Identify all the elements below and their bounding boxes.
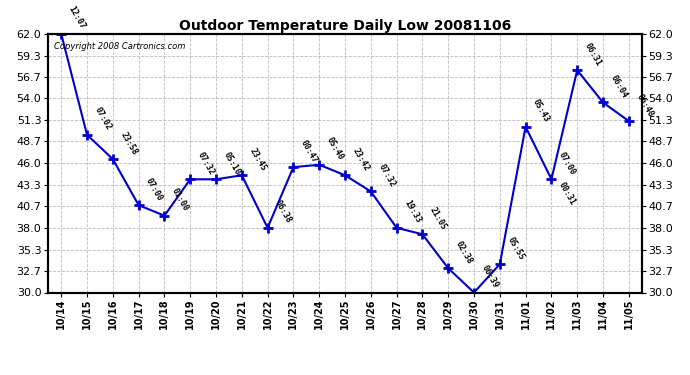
Text: 05:10: 05:10 (221, 150, 242, 177)
Text: 07:32: 07:32 (376, 162, 397, 189)
Title: Outdoor Temperature Daily Low 20081106: Outdoor Temperature Daily Low 20081106 (179, 19, 511, 33)
Text: 07:02: 07:02 (92, 106, 113, 132)
Text: 00:47: 00:47 (299, 138, 319, 164)
Text: 19:33: 19:33 (402, 199, 422, 225)
Text: 06:39: 06:39 (480, 264, 500, 290)
Text: 06:40: 06:40 (634, 92, 655, 118)
Text: 05:55: 05:55 (505, 235, 526, 261)
Text: 06:38: 06:38 (273, 199, 293, 225)
Text: 07:00: 07:00 (144, 176, 164, 203)
Text: 06:31: 06:31 (583, 41, 603, 68)
Text: 07:00: 07:00 (557, 150, 578, 177)
Text: 07:32: 07:32 (196, 150, 216, 177)
Text: 21:05: 21:05 (428, 206, 448, 231)
Text: 05:40: 05:40 (325, 136, 345, 162)
Text: 23:58: 23:58 (119, 130, 139, 156)
Text: 05:43: 05:43 (531, 98, 551, 124)
Text: 23:45: 23:45 (247, 146, 268, 172)
Text: 23:42: 23:42 (351, 146, 371, 172)
Text: 06:04: 06:04 (609, 74, 629, 100)
Text: Copyright 2008 Cartronics.com: Copyright 2008 Cartronics.com (55, 42, 186, 51)
Text: 00:31: 00:31 (557, 181, 578, 207)
Text: 01:00: 01:00 (170, 187, 190, 213)
Text: 02:38: 02:38 (454, 239, 474, 266)
Text: 12:07: 12:07 (67, 5, 87, 31)
